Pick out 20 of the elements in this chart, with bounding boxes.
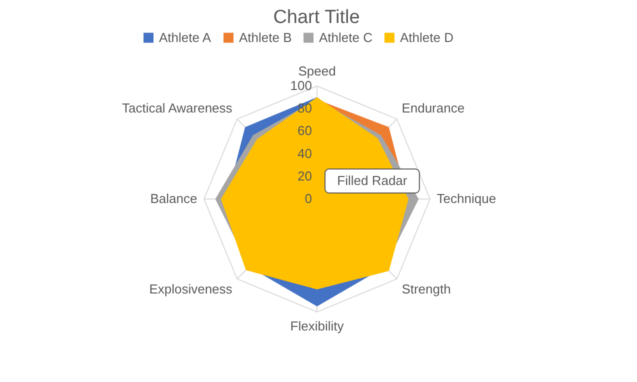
spoke-label: Speed: [298, 63, 336, 78]
spoke-label: Balance: [150, 191, 198, 206]
y-tick-label: 100: [290, 78, 312, 93]
legend-label: Athlete A: [159, 30, 212, 45]
spoke-label: Technique: [436, 191, 496, 206]
spoke-label: Tactical Awareness: [122, 100, 233, 116]
spoke-label: Flexibility: [290, 318, 344, 334]
spoke-label: Explosiveness: [149, 281, 233, 296]
y-tick-label: 60: [298, 123, 312, 138]
y-tick-label: 40: [298, 146, 312, 161]
chart-title: Chart Title: [273, 7, 360, 28]
y-tick-label: 80: [298, 100, 312, 116]
y-tick-label: 20: [298, 168, 312, 184]
y-tick-label: 0: [304, 191, 312, 206]
text: Filled Radar: [337, 173, 408, 188]
legend-label: Athlete B: [239, 30, 292, 45]
spoke-label: Strength: [402, 281, 451, 296]
legend-label: Athlete C: [319, 30, 372, 45]
spoke-label: Endurance: [402, 100, 465, 116]
legend-label: Athlete D: [400, 30, 454, 45]
